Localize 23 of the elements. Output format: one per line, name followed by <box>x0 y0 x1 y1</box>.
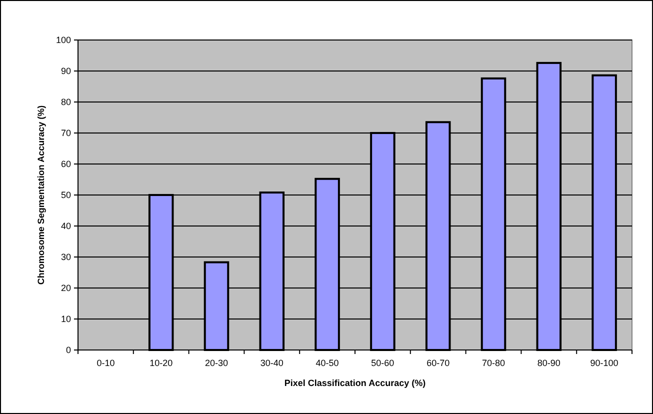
x-tick-label: 20-30 <box>204 358 228 368</box>
y-tick-label: 20 <box>60 283 71 294</box>
y-tick-label: 10 <box>60 314 71 324</box>
x-tick-label: 60-70 <box>426 358 450 368</box>
y-tick-label: 60 <box>60 159 71 170</box>
y-axis-title: Chromosome Segmentation Accuracy (%) <box>36 105 46 285</box>
y-tick-label: 0 <box>66 345 71 356</box>
x-tick-label: 0-10 <box>96 358 115 368</box>
y-tick-label: 30 <box>60 252 71 262</box>
x-tick-label: 70-80 <box>482 358 506 368</box>
y-tick-label: 50 <box>60 190 71 200</box>
y-tick-label: 40 <box>60 221 71 232</box>
y-tick-label: 100 <box>56 35 71 46</box>
x-tick-label: 50-60 <box>371 358 394 368</box>
y-tick-label: 70 <box>60 128 71 138</box>
x-tick-label: 40-50 <box>316 358 339 368</box>
x-axis-title: Pixel Classification Accuracy (%) <box>284 378 426 388</box>
x-tick-label: 80-90 <box>537 358 560 368</box>
y-tick-label: 90 <box>60 66 71 76</box>
x-tick-label: 30-40 <box>260 358 284 368</box>
x-tick-label: 90-100 <box>590 358 618 368</box>
x-tick-label: 10-20 <box>150 358 173 368</box>
y-tick-label: 80 <box>60 97 71 108</box>
